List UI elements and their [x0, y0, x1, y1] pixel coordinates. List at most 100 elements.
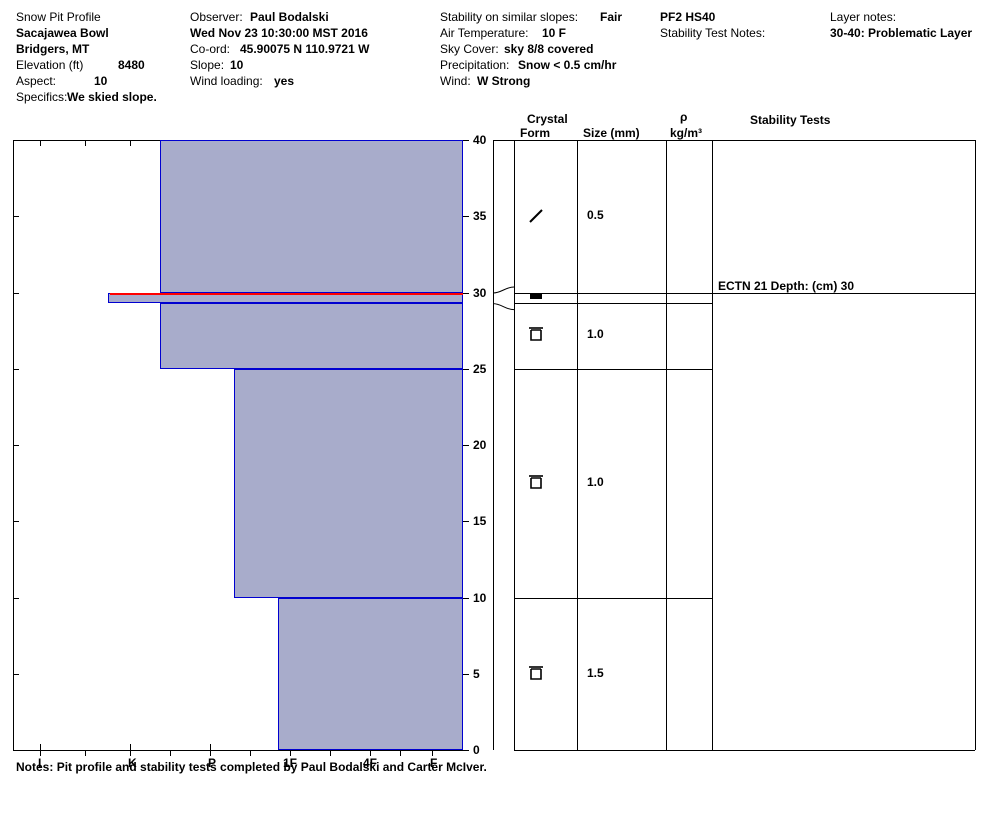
- notes-value: Pit profile and stability tests complete…: [57, 760, 487, 774]
- elevation-value: 8480: [118, 58, 145, 72]
- wind-value: W Strong: [477, 74, 530, 88]
- precip-label: Precipitation:: [440, 58, 509, 72]
- y-tick-label: 15: [473, 514, 486, 528]
- y-tick-label: 20: [473, 438, 486, 452]
- notes-line: Notes: Pit profile and stability tests c…: [16, 760, 487, 774]
- aspect-label: Aspect:: [16, 74, 56, 88]
- observer-value: Paul Bodalski: [250, 10, 329, 24]
- slope-value: 10: [230, 58, 243, 72]
- hardness-bar: [278, 598, 463, 751]
- location-name: Sacajawea Bowl: [16, 26, 109, 40]
- hardness-bar: [160, 140, 463, 293]
- crystal-size: 1.0: [587, 327, 604, 341]
- skycover-label: Sky Cover:: [440, 42, 499, 56]
- title-snowpit: Snow Pit Profile: [16, 10, 101, 24]
- precip-value: Snow < 0.5 cm/hr: [518, 58, 616, 72]
- windloading-value: yes: [274, 74, 294, 88]
- windloading-label: Wind loading:: [190, 74, 263, 88]
- location-region: Bridgers, MT: [16, 42, 89, 56]
- column-border: [666, 140, 667, 750]
- hardness-bar: [234, 369, 463, 598]
- y-tick: [463, 445, 469, 446]
- coord-label: Co-ord:: [190, 42, 230, 56]
- y-tick-label: 30: [473, 286, 486, 300]
- x-tick-label: K: [128, 756, 137, 770]
- crystal-cup-icon: [528, 475, 548, 491]
- layer-divider: [514, 598, 712, 599]
- y-tick-label: 10: [473, 591, 486, 605]
- chart-area: Crystal Form Size (mm) ρ kg/m³ Stability…: [0, 110, 994, 830]
- y-tick-label: 0: [473, 743, 480, 757]
- plot-border: [13, 750, 463, 751]
- crystal-size: 0.5: [587, 208, 604, 222]
- density-header: ρ: [680, 110, 687, 124]
- crystal-size: 1.5: [587, 666, 604, 680]
- y-tick: [463, 674, 469, 675]
- coord-value: 45.90075 N 110.9721 W: [240, 42, 369, 56]
- stability-header: Stability Tests: [750, 113, 830, 127]
- stability-line: [712, 293, 975, 294]
- y-tick: [463, 216, 469, 217]
- wind-label: Wind:: [440, 74, 471, 88]
- x-tick: [40, 140, 41, 146]
- plot-border: [514, 750, 975, 751]
- y-tick-label: 40: [473, 133, 486, 147]
- x-tick: [130, 140, 131, 146]
- size-header: Size (mm): [583, 126, 640, 140]
- layernotes-value: 30-40: Problematic Layer: [830, 26, 972, 40]
- airtemp-label: Air Temperature:: [440, 26, 528, 40]
- column-border: [712, 140, 713, 750]
- plot-border: [13, 140, 14, 750]
- x-tick-label: 4F: [363, 756, 377, 770]
- x-tick-label: F: [430, 756, 437, 770]
- y-tick-label: 35: [473, 209, 486, 223]
- header: Snow Pit Profile Sacajawea Bowl Bridgers…: [0, 0, 994, 110]
- y-tick: [463, 293, 469, 294]
- form-header: Form: [520, 126, 550, 140]
- column-border: [514, 140, 515, 750]
- layer-divider: [514, 369, 712, 370]
- specifics-value: We skied slope.: [67, 90, 157, 104]
- crystal-header: Crystal: [527, 112, 568, 126]
- y-tick-label: 5: [473, 667, 480, 681]
- x-tick: [40, 744, 41, 756]
- x-tick-label: P: [208, 756, 216, 770]
- slope-label: Slope:: [190, 58, 224, 72]
- x-minor-tick: [170, 750, 171, 756]
- crystal-size: 1.0: [587, 475, 604, 489]
- datetime: Wed Nov 23 10:30:00 MST 2016: [190, 26, 368, 40]
- crystal-cup-icon: [528, 327, 548, 343]
- column-border: [493, 140, 494, 750]
- stability-label: Stability on similar slopes:: [440, 10, 578, 24]
- y-tick: [463, 598, 469, 599]
- layernotes-label: Layer notes:: [830, 10, 896, 24]
- specifics-label: Specifics:: [16, 90, 67, 104]
- column-border: [975, 140, 976, 750]
- x-minor-tick: [330, 750, 331, 756]
- stabtest-notes-label: Stability Test Notes:: [660, 26, 765, 40]
- y-tick-label: 25: [473, 362, 486, 376]
- crystal-block-icon: [528, 288, 548, 304]
- x-minor-tick: [85, 750, 86, 756]
- pf-code: PF2 HS40: [660, 10, 715, 24]
- y-tick: [463, 750, 469, 751]
- x-tick-label: 1F: [283, 756, 297, 770]
- observer-label: Observer:: [190, 10, 243, 24]
- x-tick: [210, 744, 211, 756]
- density-unit: kg/m³: [670, 126, 702, 140]
- notes-label: Notes:: [16, 760, 53, 774]
- x-minor-tick: [250, 750, 251, 756]
- fracture-line: [110, 293, 463, 295]
- aspect-value: 10: [94, 74, 107, 88]
- x-minor-tick: [85, 140, 86, 146]
- crystal-slash-icon: [528, 208, 548, 224]
- y-tick: [463, 140, 469, 141]
- airtemp-value: 10 F: [542, 26, 566, 40]
- hardness-bar: [160, 303, 463, 369]
- skycover-value: sky 8/8 covered: [504, 42, 593, 56]
- y-tick: [463, 369, 469, 370]
- stability-test-label: ECTN 21 Depth: (cm) 30: [718, 279, 854, 293]
- y-tick: [463, 521, 469, 522]
- column-border: [577, 140, 578, 750]
- x-tick-label: I: [38, 756, 41, 770]
